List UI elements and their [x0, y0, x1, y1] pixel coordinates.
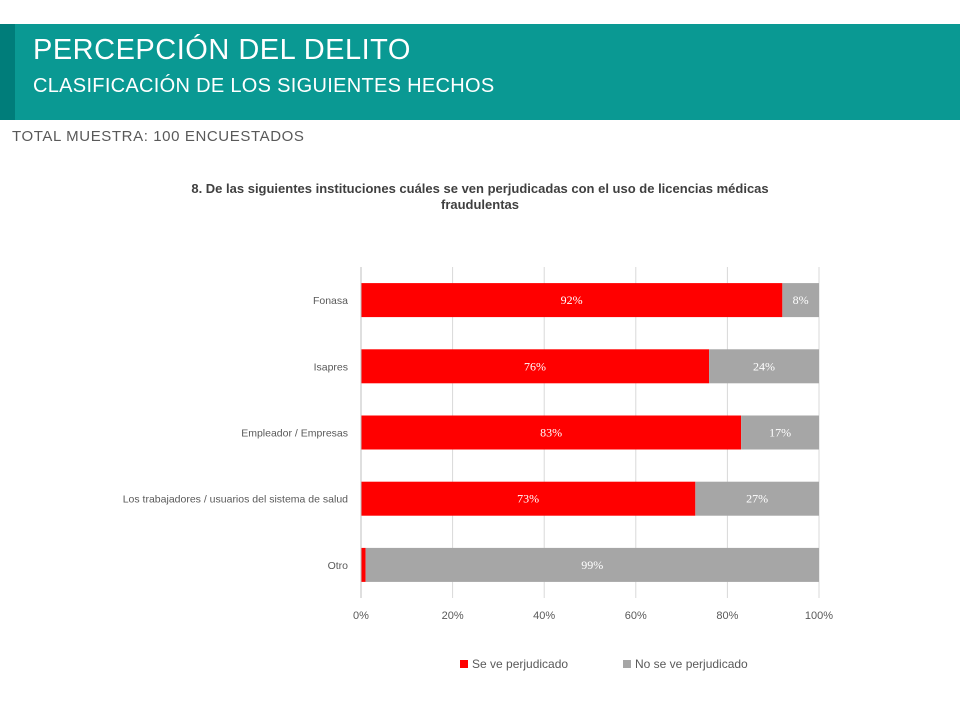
- category-label: Los trabajadores / usuarios del sistema …: [123, 494, 348, 506]
- category-label: Isapres: [314, 361, 348, 373]
- category-label: Empleador / Empresas: [241, 428, 348, 440]
- category-label: Fonasa: [313, 295, 348, 307]
- x-tick-label: 40%: [533, 610, 555, 622]
- page-title: PERCEPCIÓN DEL DELITO: [33, 34, 411, 66]
- x-tick-label: 60%: [625, 610, 647, 622]
- page-subtitle: CLASIFICACIÓN DE LOS SIGUIENTES HECHOS: [33, 75, 495, 97]
- legend-label: No se ve perjudicado: [635, 657, 748, 671]
- data-label: 27%: [746, 492, 768, 506]
- legend-swatch: [623, 660, 631, 668]
- bar-segment: [365, 547, 819, 582]
- data-label: 99%: [581, 558, 603, 572]
- data-label: 76%: [524, 359, 546, 373]
- chart-title: 8. De las siguientes instituciones cuále…: [191, 181, 769, 212]
- bar-segment: [361, 481, 696, 516]
- legend-label: Se ve perjudicado: [472, 657, 568, 671]
- data-label: 92%: [561, 293, 583, 307]
- bar-segment: [361, 283, 783, 318]
- bar-segment: [361, 349, 710, 384]
- header-accent: [0, 24, 15, 120]
- x-tick-label: 80%: [716, 610, 738, 622]
- data-label: 83%: [540, 426, 562, 440]
- bar-segment: [361, 415, 742, 450]
- bar-segment: [695, 481, 819, 516]
- data-label: 73%: [517, 492, 539, 506]
- x-tick-label: 20%: [442, 610, 464, 622]
- bar-segment: [709, 349, 819, 384]
- bar-segment: [361, 547, 366, 582]
- header-band: [0, 24, 960, 120]
- x-tick-label: 0%: [353, 610, 369, 622]
- bar-segment: [782, 283, 819, 318]
- data-label: 8%: [793, 293, 809, 307]
- data-label: 24%: [753, 359, 775, 373]
- category-label: Otro: [328, 560, 349, 572]
- x-tick-label: 100%: [805, 610, 833, 622]
- bar-segment: [741, 415, 819, 450]
- legend-swatch: [460, 660, 468, 668]
- data-label: 17%: [769, 426, 791, 440]
- sample-note: TOTAL MUESTRA: 100 ENCUESTADOS: [12, 128, 305, 145]
